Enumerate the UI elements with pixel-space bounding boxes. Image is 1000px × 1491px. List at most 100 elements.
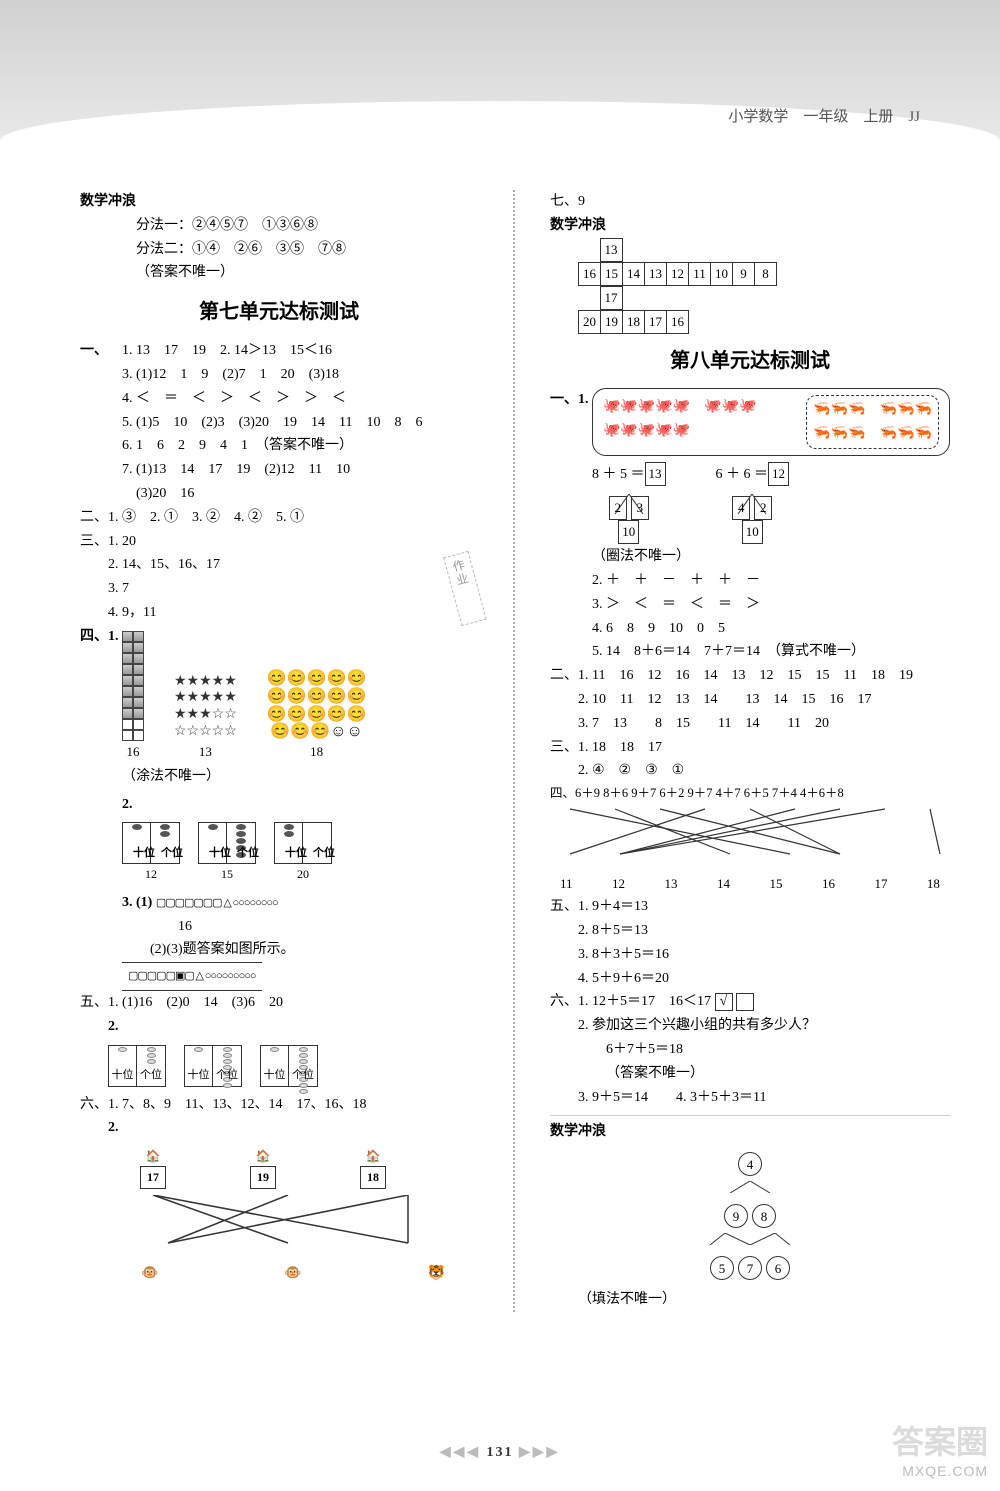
rq3-l1: 三、1. 18 18 17	[550, 736, 950, 760]
house-3: 🏠18	[328, 1146, 418, 1189]
surf2-title: 数学冲浪	[550, 1115, 950, 1144]
abacus-row: 十位 个位 12 十位 个位 15	[122, 822, 478, 884]
content-area: 数学冲浪 分法一：②④⑤⑦ ①③⑥⑧ 分法二：①④ ②⑥ ③⑤ ⑦⑧ （答案不唯…	[0, 140, 1000, 1312]
checkbox-empty	[736, 993, 754, 1011]
rq5-l3: 3. 8＋3＋5＝16	[550, 943, 950, 967]
tenframe-16: 16	[122, 631, 144, 763]
q1-body: 1. 13 17 19 2. 14＞13 15＜16 3. (1)12 1 9 …	[122, 339, 478, 506]
q6-l1: 六、1. 7、8、9 11、13、12、14 17、16、18	[80, 1093, 478, 1117]
rq5-l2: 2. 8＋5＝13	[550, 919, 950, 943]
match-lines-icon	[550, 804, 950, 864]
rq5-l1: 五、1. 9＋4＝13	[550, 895, 950, 919]
rq6-l2b: 6＋7＋5＝18	[550, 1038, 950, 1062]
faces-icon: 😊😊😊😊😊😊😊😊😊😊😊😊😊😊😊😊😊😊☺☺	[267, 670, 367, 740]
checkbox-checked: √	[715, 993, 733, 1011]
q4-3-1: 3. (1) ▢▢▢▢▢▢▢ △ ○○○○○○○○	[122, 891, 478, 915]
q4-3-23: (2)(3)题答案如图所示。	[122, 938, 478, 962]
rq1-note: （圈法不唯一）	[592, 545, 950, 569]
abacus-20: 十位 个位 20	[274, 822, 332, 884]
rq4: 四、6＋9 8＋6 9＋7 6＋2 9＋7 4＋7 6＋5 7＋4 4＋6＋8 …	[550, 783, 950, 895]
surf-title-r: 数学冲浪	[550, 214, 950, 238]
rq1-label: 一、1.	[550, 388, 592, 412]
tenframe-num: 16	[122, 741, 144, 763]
rq5-l4: 4. 5＋9＋6＝20	[550, 967, 950, 991]
r-q1: 一、1. 🐙🐙🐙🐙🐙 🐙🐙🐙 🐙🐙🐙🐙🐙 🦐🦐🦐 🦐🦐🦐 🦐🦐🦐 🦐🦐🦐	[550, 388, 950, 664]
q4-label: 四、1.	[80, 625, 122, 649]
rq3-l2: 2. ④ ② ③ ①	[550, 759, 950, 783]
number-pyramid-icon: 4 9 8 5 7 6	[550, 1152, 950, 1280]
header-label: 小学数学 一年级 上册 JJ	[728, 105, 920, 126]
q3-l4: 4. 9，11	[80, 601, 422, 625]
rq1-l4: 4. 6 8 9 10 0 5	[592, 617, 950, 641]
abacus-15: 十位 个位 15	[198, 822, 256, 884]
surf-line2: 分法二：①④ ②⑥ ③⑤ ⑦⑧	[80, 238, 478, 262]
q7: 七、9	[550, 190, 950, 214]
math-surf-title: 数学冲浪	[80, 190, 478, 214]
house-match-lines	[108, 1195, 468, 1245]
column-divider	[513, 190, 515, 1312]
abacus-num: 12	[122, 864, 180, 884]
rq6-l1: 六、1. 12＋5＝17 16＜17 √	[550, 990, 950, 1014]
q3-l1: 三、1. 20	[80, 530, 478, 554]
abacus-q5-1: 十位 个位	[108, 1045, 166, 1087]
q3-l3: 3. 7	[80, 577, 422, 601]
q2: 二、1. ③ 2. ① 3. ② 4. ② 5. ①	[80, 506, 478, 530]
surf-note: （答案不唯一）	[80, 261, 478, 285]
watermark-line2: MXQE.COM	[892, 1463, 988, 1479]
animals-icon: 🐵🐵🐯	[108, 1262, 478, 1286]
q1-row: 一、 1. 13 17 19 2. 14＞13 15＜16 3. (1)12 1…	[80, 339, 478, 506]
triangle-left-icon: ◀◀◀	[440, 1445, 481, 1460]
rq4-top: 四、6＋9 8＋6 9＋7 6＋2 9＋7 4＋7 6＋5 7＋4 4＋6＋8	[550, 783, 950, 804]
abacus-q5-2: 十位 个位	[184, 1045, 242, 1087]
stars-13: ★★★★★★★★★★★★★☆☆☆☆☆☆☆ 13	[174, 674, 237, 763]
q1-p5: 5. (1)5 10 (2)3 (3)20 19 14 11 10 8 6	[122, 411, 478, 435]
rq4-bottom: 11 12 13 14 15 16 17 18	[550, 873, 950, 895]
note-sticker-icon: 作业	[443, 551, 487, 627]
surf2-note: （填法不唯一）	[550, 1288, 950, 1312]
q6-2: 2. 🏠17 🏠19 🏠18 🐵🐵🐯	[80, 1116, 478, 1285]
split-1-icon: 2 3	[609, 488, 649, 520]
header-band: 小学数学 一年级 上册 JJ	[0, 0, 1000, 140]
q5-l2: 2. 十位 个位 十位 个位	[80, 1015, 478, 1087]
q1-p7: 7. (1)13 14 17 19 (2)12 11 10	[122, 458, 478, 482]
rq6-l3: 3. 9＋5＝14 4. 3＋5＋3＝11	[550, 1086, 950, 1110]
abacus-num: 20	[274, 864, 332, 884]
tenframe-icon	[122, 631, 144, 741]
page-number: ◀◀◀ 131 ▶▶▶	[0, 1444, 1000, 1461]
houses-icon: 🏠17 🏠19 🏠18	[108, 1146, 478, 1189]
watermark-line1: 答案圈	[892, 1417, 988, 1463]
shapes-row-icon: ▢▢▢▢▢▢▢ △ ○○○○○○○○	[156, 897, 278, 909]
q1-p6: 6. 1 6 2 9 4 1 （答案不唯一）	[122, 434, 478, 458]
rq1-l3: 3. ＞ ＜ ＝ ＜ ＝ ＞	[592, 593, 950, 617]
number-grid-1: 13 16 15 14 13 12 11 10 9 8	[550, 238, 950, 334]
creature-groups-icon: 🐙🐙🐙🐙🐙 🐙🐙🐙 🐙🐙🐙🐙🐙 🦐🦐🦐 🦐🦐🦐 🦐🦐🦐 🦐🦐🦐	[592, 388, 950, 456]
q4-1: 四、1.	[80, 625, 478, 991]
abacus-num: 15	[198, 864, 256, 884]
stars-icon: ★★★★★★★★★★★★★☆☆☆☆☆☆☆	[174, 674, 237, 741]
q4-2: 2. 十位 个位 12 十位	[122, 793, 478, 885]
q4-note: （涂法不唯一）	[122, 765, 478, 789]
q1-p1: 1. 13 17 19 2. 14＞13 15＜16	[122, 339, 478, 363]
faces-18: 😊😊😊😊😊😊😊😊😊😊😊😊😊😊😊😊😊😊☺☺ 18	[267, 670, 367, 762]
page: 小学数学 一年级 上册 JJ 数学冲浪 分法一：②④⑤⑦ ①③⑥⑧ 分法二：①④…	[0, 0, 1000, 1491]
split-2-icon: 4 2	[732, 488, 772, 520]
rq1-l5: 5. 14 8＋6＝14 7＋7＝14 （算式不唯一）	[592, 640, 950, 664]
right-column: 七、9 数学冲浪 13 16 15 14 13 12 11 10 9	[540, 190, 950, 1312]
left-column: 数学冲浪 分法一：②④⑤⑦ ①③⑥⑧ 分法二：①④ ②⑥ ③⑤ ⑦⑧ （答案不唯…	[80, 190, 488, 1312]
q4-3-1-num: 16	[122, 915, 478, 939]
rq2-l3: 3. 7 13 8 15 11 14 11 20	[550, 712, 950, 736]
q5-l1: 五、1. (1)16 (2)0 14 (3)6 20	[80, 991, 478, 1015]
q4-stack: 16 ★★★★★★★★★★★★★☆☆☆☆☆☆☆ 13 😊😊	[122, 631, 478, 763]
abacus-12: 十位 个位 12	[122, 822, 180, 884]
unit7-title: 第七单元达标测试	[80, 295, 478, 329]
house-2: 🏠19	[218, 1146, 308, 1189]
rq1-l2: 2. ＋ ＋ － ＋ ＋ －	[592, 569, 950, 593]
rq6-l2a: 2. 参加这三个兴趣小组的共有多少人？	[550, 1014, 950, 1038]
q3-l2: 2. 14、15、16、17	[80, 553, 422, 577]
q1-p7b: (3)20 16	[122, 482, 478, 506]
triangle-right-icon: ▶▶▶	[519, 1445, 560, 1460]
faces-num: 18	[267, 741, 367, 763]
rq2-l2: 2. 10 11 12 13 14 13 14 15 16 17	[550, 688, 950, 712]
stars-num: 13	[174, 741, 237, 763]
rq6-l2c: （答案不唯一）	[550, 1062, 950, 1086]
